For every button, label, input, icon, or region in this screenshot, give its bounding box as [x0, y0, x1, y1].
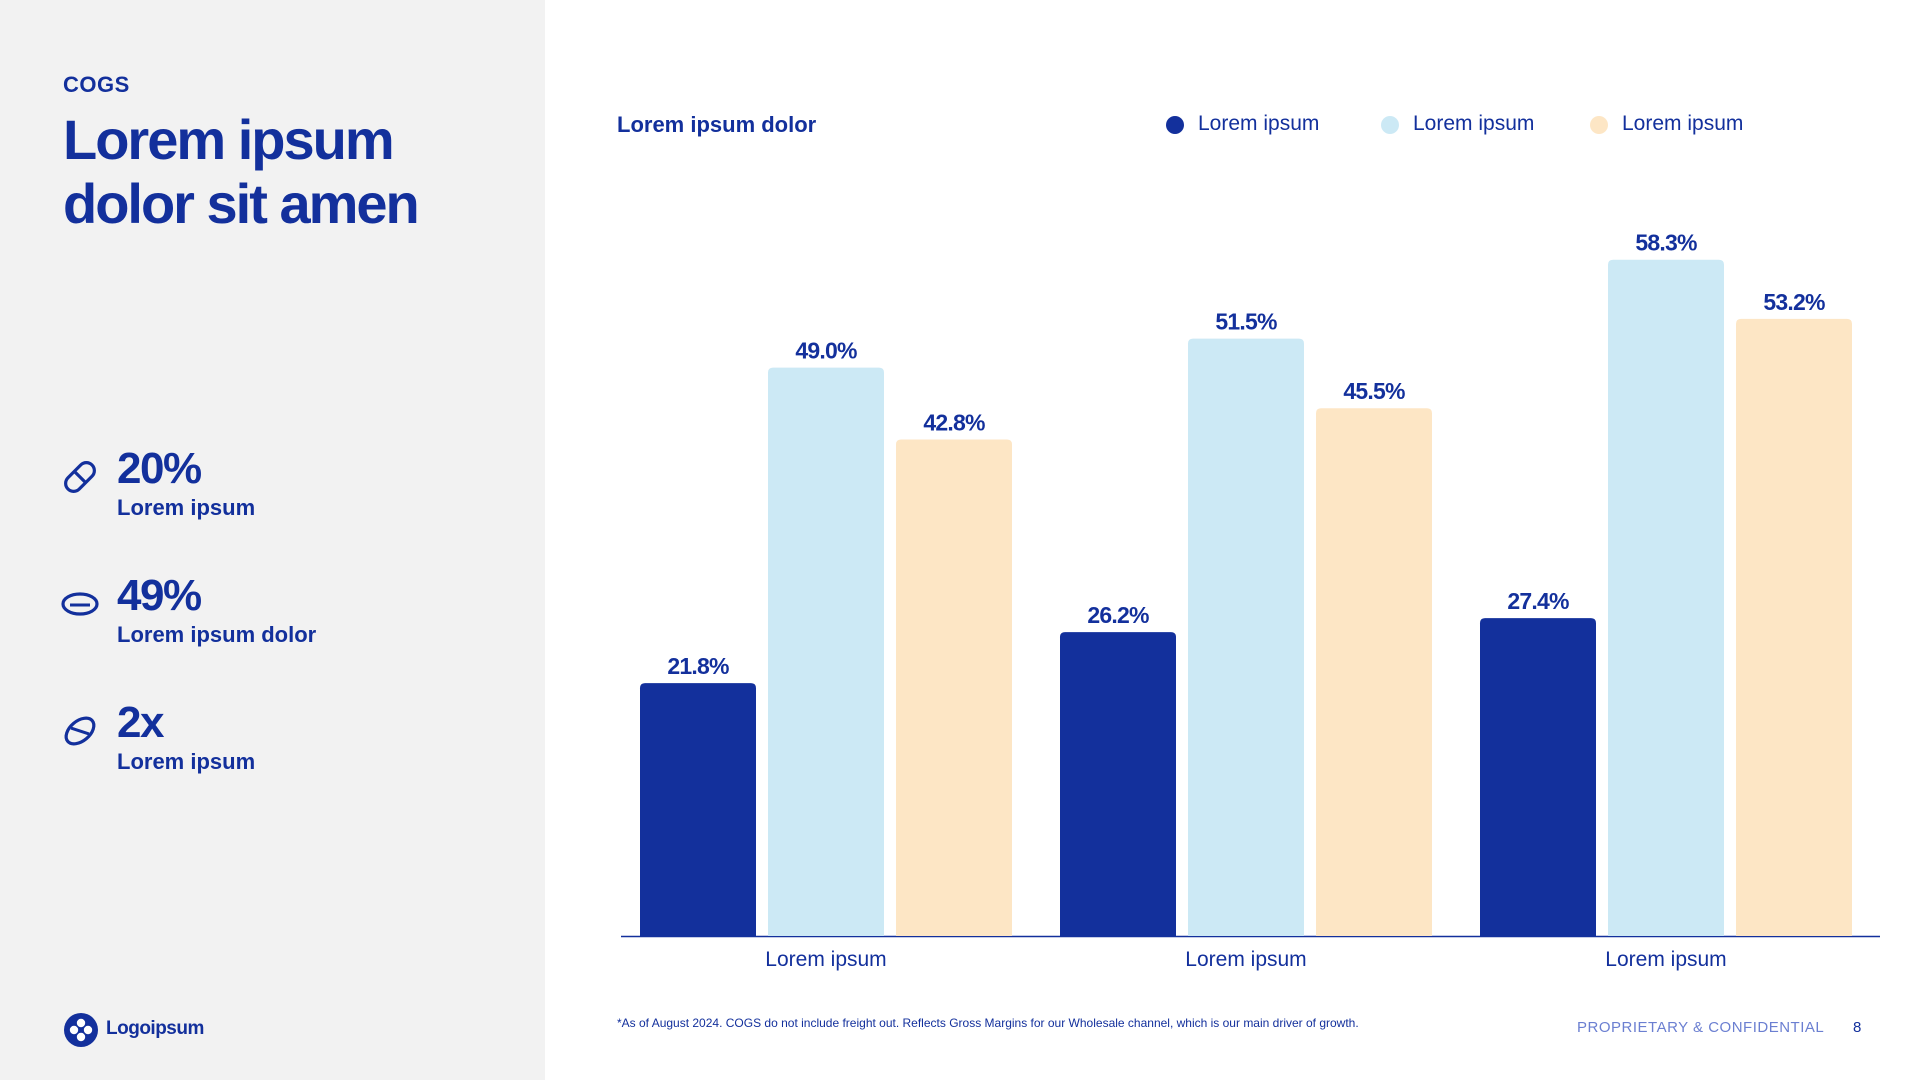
legend-swatch	[1166, 116, 1184, 134]
data-label: 45.5%	[1343, 378, 1405, 404]
stat-item: 20% Lorem ipsum	[60, 445, 480, 525]
data-label: 58.3%	[1635, 230, 1697, 256]
bar	[1480, 618, 1596, 936]
stat-item: 2x Lorem ipsum	[60, 699, 480, 779]
section-eyebrow: COGS	[63, 72, 130, 97]
stat-value: 49%	[117, 571, 202, 620]
stat-value: 20%	[117, 444, 202, 493]
data-label: 26.2%	[1087, 602, 1149, 628]
sidebar-panel: COGS Lorem ipsum dolor sit amen 20% Lore…	[0, 0, 545, 1080]
logo-icon	[64, 1013, 98, 1047]
stat-label: Lorem ipsum dolor	[117, 622, 317, 647]
data-label: 49.0%	[795, 338, 857, 364]
bar-chart: 21.8% 49.0% 42.8% Lorem ipsum 26.2% 51.5% 45.5…	[621, 230, 1880, 971]
stat-label: Lorem ipsum	[117, 495, 256, 520]
x-tick-label: Lorem ipsum	[765, 948, 886, 971]
x-tick-label: Lorem ipsum	[1185, 948, 1306, 971]
bar	[1060, 632, 1176, 936]
legend-swatch	[1590, 116, 1608, 134]
bar	[1736, 318, 1852, 936]
stat-item: 49% Lorem ipsum dolor	[60, 572, 480, 652]
bar	[896, 439, 1012, 936]
bar	[1608, 259, 1724, 937]
x-tick-label: Lorem ipsum	[1605, 948, 1726, 971]
bar	[1188, 338, 1304, 937]
chart-title: Lorem ipsum dolor	[617, 112, 817, 137]
legend-label: Lorem ipsum	[1622, 112, 1744, 135]
page-number: 8	[1853, 1019, 1862, 1036]
data-label: 53.2%	[1763, 289, 1825, 315]
data-label: 27.4%	[1507, 588, 1569, 614]
page-title: Lorem ipsum dolor sit amen	[63, 108, 420, 235]
data-label: 42.8%	[923, 410, 985, 436]
bar	[768, 367, 884, 937]
capsule-icon	[64, 716, 96, 746]
logo-name: Logoipsum	[106, 1018, 204, 1039]
bar	[640, 683, 756, 936]
data-label: 51.5%	[1215, 309, 1277, 335]
stat-value: 2x	[117, 698, 164, 747]
oval-tablet-icon	[61, 592, 99, 616]
footnote: *As of August 2024. COGS do not include …	[617, 1016, 1359, 1030]
data-label: 21.8%	[667, 653, 729, 679]
confidential-label: PROPRIETARY & CONFIDENTIAL	[1577, 1019, 1825, 1036]
stat-label: Lorem ipsum	[117, 749, 256, 774]
legend-label: Lorem ipsum	[1198, 112, 1320, 135]
legend-label: Lorem ipsum	[1413, 112, 1535, 135]
bar	[1316, 408, 1432, 936]
legend-swatch	[1381, 116, 1399, 134]
pill-icon	[64, 461, 96, 493]
